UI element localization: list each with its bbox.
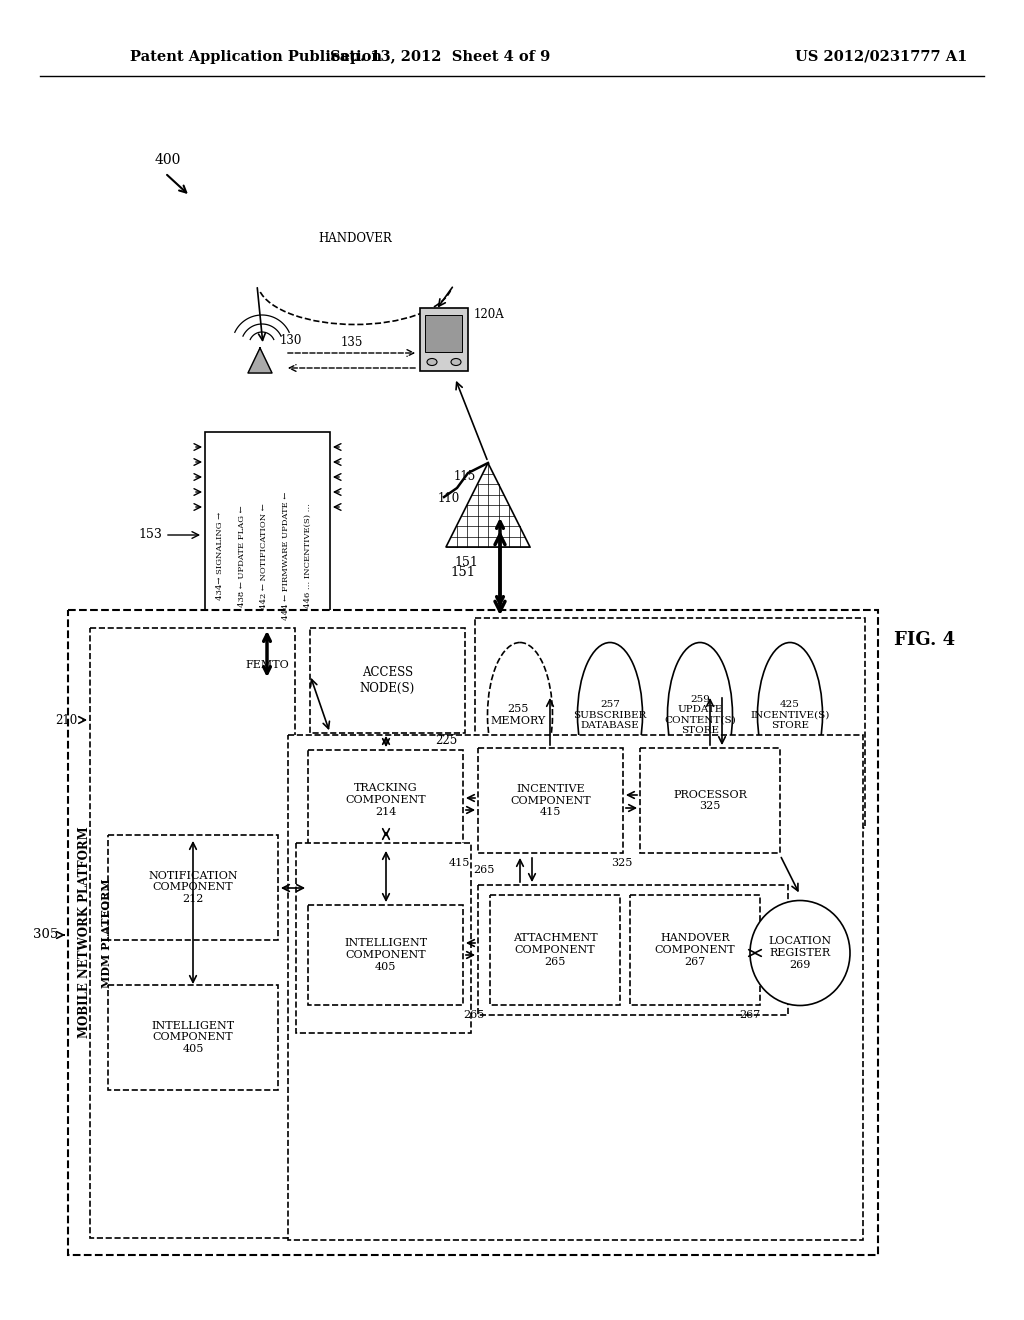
Text: 110: 110 bbox=[437, 491, 460, 504]
Text: FIG. 4: FIG. 4 bbox=[894, 631, 955, 649]
Polygon shape bbox=[248, 348, 272, 374]
Ellipse shape bbox=[750, 900, 850, 1006]
Text: 257
SUBSCRIBER
DATABASE: 257 SUBSCRIBER DATABASE bbox=[573, 700, 647, 730]
Text: 444 ← FIRMWARE UPDATE ←: 444 ← FIRMWARE UPDATE ← bbox=[282, 492, 290, 620]
Text: 151: 151 bbox=[451, 565, 476, 578]
Text: 438 ← UPDATE FLAG ←: 438 ← UPDATE FLAG ← bbox=[238, 506, 246, 607]
Text: LOCATION
REGISTER
269: LOCATION REGISTER 269 bbox=[768, 936, 831, 970]
Text: INCENTIVE
COMPONENT
415: INCENTIVE COMPONENT 415 bbox=[510, 784, 591, 817]
Text: INTELLIGENT
COMPONENT
405: INTELLIGENT COMPONENT 405 bbox=[344, 939, 427, 972]
Text: 415: 415 bbox=[449, 858, 470, 869]
Ellipse shape bbox=[487, 643, 553, 788]
Text: 153: 153 bbox=[138, 528, 162, 541]
Text: 225: 225 bbox=[435, 734, 457, 747]
Text: TRACKING
COMPONENT
214: TRACKING COMPONENT 214 bbox=[345, 783, 426, 817]
Bar bbox=[420, 308, 468, 371]
Text: 325: 325 bbox=[610, 858, 632, 869]
Ellipse shape bbox=[668, 643, 732, 788]
Bar bbox=[475, 618, 865, 828]
Bar bbox=[640, 748, 780, 853]
Text: MDM PLATFORM: MDM PLATFORM bbox=[100, 878, 112, 987]
Text: 255
MEMORY: 255 MEMORY bbox=[490, 704, 546, 726]
Text: 305: 305 bbox=[33, 928, 58, 941]
Bar bbox=[288, 735, 863, 1239]
Ellipse shape bbox=[427, 359, 437, 366]
Text: 434→ SIGNALING →: 434→ SIGNALING → bbox=[216, 512, 224, 601]
Bar bbox=[425, 315, 462, 352]
Bar bbox=[205, 432, 330, 680]
Ellipse shape bbox=[451, 359, 461, 366]
Bar bbox=[90, 628, 295, 1238]
Text: INTELLIGENT
COMPONENT
405: INTELLIGENT COMPONENT 405 bbox=[152, 1020, 234, 1055]
Ellipse shape bbox=[578, 643, 642, 788]
Text: 135: 135 bbox=[341, 335, 364, 348]
Text: 400: 400 bbox=[155, 153, 181, 168]
Text: 265: 265 bbox=[464, 1010, 485, 1020]
Bar bbox=[630, 895, 760, 1005]
Text: 267: 267 bbox=[738, 1010, 760, 1020]
Bar bbox=[308, 750, 463, 850]
Text: 442 ← NOTIFICATION ←: 442 ← NOTIFICATION ← bbox=[260, 503, 268, 609]
Text: Patent Application Publication: Patent Application Publication bbox=[130, 50, 382, 63]
Text: ACCESS
NODE(S): ACCESS NODE(S) bbox=[359, 667, 415, 694]
Bar bbox=[308, 906, 463, 1005]
Text: HANDOVER
COMPONENT
267: HANDOVER COMPONENT 267 bbox=[654, 933, 735, 966]
Text: 130: 130 bbox=[280, 334, 302, 346]
Text: 210: 210 bbox=[54, 714, 77, 726]
Text: 425
INCENTIVE(S)
STORE: 425 INCENTIVE(S) STORE bbox=[751, 700, 829, 730]
Text: 259
UPDATE
CONTENT(S)
STORE: 259 UPDATE CONTENT(S) STORE bbox=[665, 694, 736, 735]
Bar bbox=[310, 628, 465, 733]
Text: US 2012/0231777 A1: US 2012/0231777 A1 bbox=[795, 50, 968, 63]
Text: Sep. 13, 2012  Sheet 4 of 9: Sep. 13, 2012 Sheet 4 of 9 bbox=[330, 50, 550, 63]
Text: PROCESSOR
325: PROCESSOR 325 bbox=[673, 789, 746, 812]
Text: 151: 151 bbox=[454, 557, 478, 569]
Text: FEMTO: FEMTO bbox=[246, 660, 290, 671]
Bar bbox=[68, 610, 878, 1255]
Ellipse shape bbox=[758, 643, 822, 788]
Text: 265: 265 bbox=[474, 865, 495, 875]
Text: MOBILE NETWORK PLATFORM: MOBILE NETWORK PLATFORM bbox=[78, 826, 90, 1039]
Text: ATTACHMENT
COMPONENT
265: ATTACHMENT COMPONENT 265 bbox=[513, 933, 597, 966]
Bar bbox=[296, 843, 471, 1034]
Text: HANDOVER: HANDOVER bbox=[318, 231, 392, 244]
Bar bbox=[108, 985, 278, 1090]
Text: NOTIFICATION
COMPONENT
212: NOTIFICATION COMPONENT 212 bbox=[148, 871, 238, 904]
Text: 120A: 120A bbox=[474, 309, 505, 322]
Bar bbox=[478, 748, 623, 853]
Text: 115: 115 bbox=[454, 470, 476, 483]
Bar bbox=[478, 884, 788, 1015]
Text: 446 … INCENTIVE(S) …: 446 … INCENTIVE(S) … bbox=[304, 503, 312, 609]
Bar bbox=[108, 836, 278, 940]
Bar bbox=[490, 895, 620, 1005]
